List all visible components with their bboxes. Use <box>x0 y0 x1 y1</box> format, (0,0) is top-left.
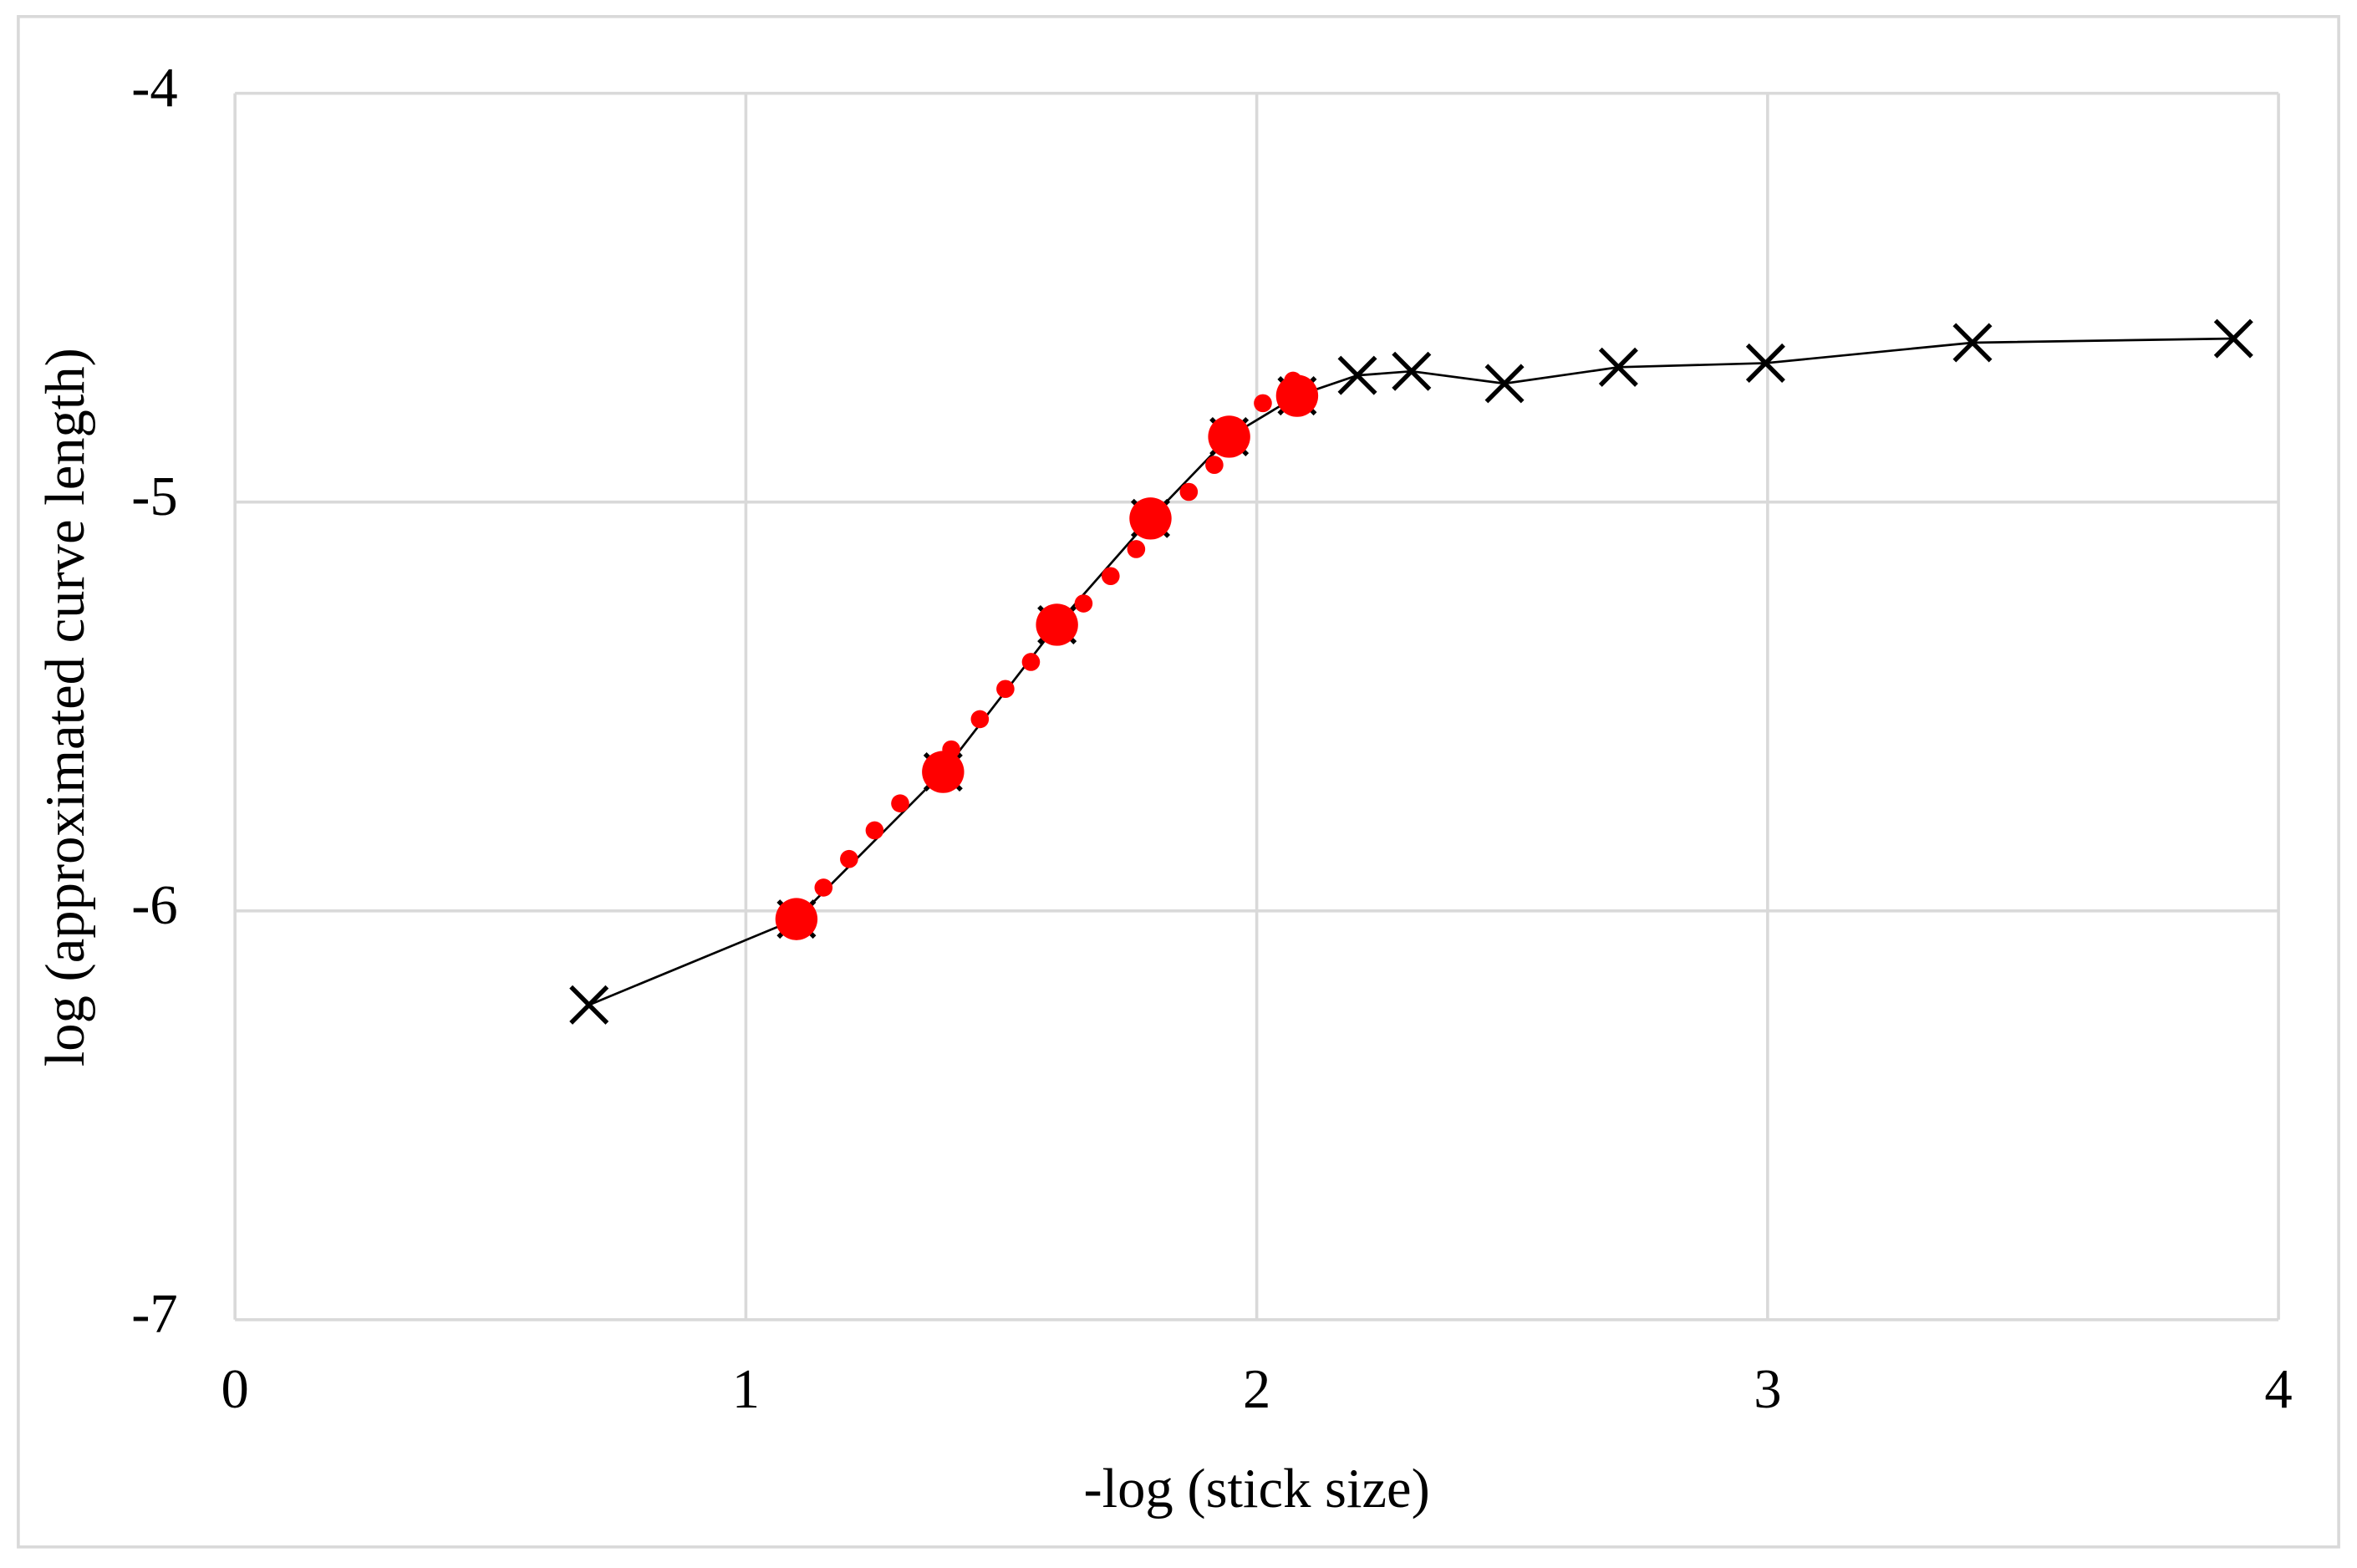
point <box>1102 567 1120 586</box>
point <box>922 751 965 793</box>
x-marker <box>1337 355 1377 395</box>
x-tick-label: 0 <box>221 1359 249 1420</box>
y-tick-label: -5 <box>131 466 178 527</box>
point <box>775 898 818 940</box>
x-tick-label: 3 <box>1754 1359 1781 1420</box>
x-tick-label: 1 <box>732 1359 760 1420</box>
y-axis-title: log (approximated curve length) <box>35 348 96 1067</box>
point <box>1254 394 1272 413</box>
point <box>1036 603 1078 646</box>
point <box>1074 594 1093 613</box>
y-tick-label: -4 <box>131 58 178 119</box>
x-marker <box>569 985 609 1025</box>
x-marker <box>2213 318 2253 359</box>
point <box>840 849 858 868</box>
y-tick-label: -7 <box>131 1284 178 1345</box>
x-marker <box>1392 351 1432 391</box>
point <box>1129 497 1172 540</box>
point <box>891 794 909 813</box>
point <box>1127 540 1146 558</box>
x-axis-title: -log (stick size) <box>1083 1459 1429 1520</box>
point <box>1021 653 1041 671</box>
point <box>996 680 1015 699</box>
x-marker <box>1484 364 1525 404</box>
point <box>1205 456 1224 475</box>
series-line <box>588 337 2234 1006</box>
chart-border <box>17 15 2340 1549</box>
x-marker <box>1745 343 1785 383</box>
y-tick-label: -6 <box>131 875 178 936</box>
point <box>942 740 960 759</box>
point <box>814 878 833 897</box>
point <box>1179 482 1199 501</box>
point <box>1208 415 1250 458</box>
x-marker <box>1952 323 1993 363</box>
x-tick-label: 4 <box>2264 1359 2292 1420</box>
point <box>865 821 884 840</box>
x-tick-label: 2 <box>1243 1359 1270 1420</box>
point <box>970 710 990 729</box>
x-marker <box>1598 347 1638 387</box>
point <box>1284 371 1302 390</box>
